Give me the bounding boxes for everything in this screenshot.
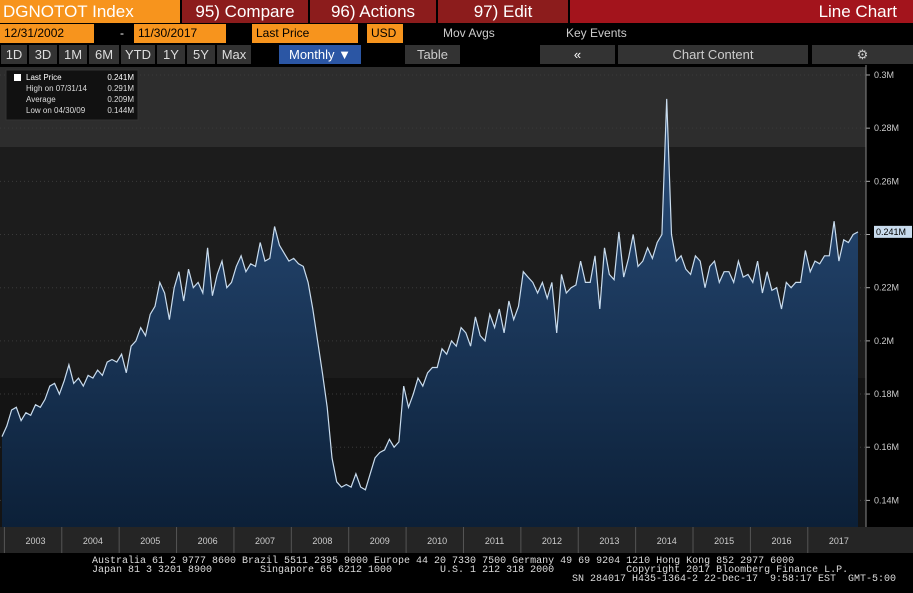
range-button[interactable]: YTD: [121, 45, 155, 64]
key-events[interactable]: Key Events: [566, 26, 627, 40]
y-tick-label: 0.22M: [874, 283, 899, 293]
y-tick-label: 0.28M: [874, 123, 899, 133]
legend-value: 0.241M: [107, 73, 134, 82]
x-tick-label: 2017: [829, 536, 849, 546]
x-tick-label: 2013: [599, 536, 619, 546]
date-separator: -: [120, 26, 124, 40]
menu-edit[interactable]: 97) Edit: [438, 0, 568, 23]
last-tag-label: 0.241M: [876, 227, 906, 237]
legend-value: 0.291M: [107, 84, 134, 93]
legend-label: Average: [26, 95, 56, 104]
currency-select[interactable]: USD: [367, 24, 403, 43]
range-button[interactable]: 1Y: [157, 45, 185, 64]
range-button[interactable]: 6M: [89, 45, 119, 64]
plot-band: [0, 67, 866, 147]
right-axis-bg: [866, 65, 913, 527]
legend-value: 0.209M: [107, 95, 134, 104]
x-tick-label: 2016: [771, 536, 791, 546]
collapse-button[interactable]: «: [540, 45, 615, 64]
settings[interactable]: ⚙: [812, 45, 913, 64]
x-tick-label: 2011: [485, 536, 504, 546]
y-tick-label: 0.3M: [874, 70, 894, 80]
menu-compare[interactable]: 95) Compare: [182, 0, 308, 23]
legend-bg: [5, 69, 139, 121]
chart-content[interactable]: Chart Content: [618, 45, 808, 64]
x-tick-label: 2006: [198, 536, 218, 546]
legend-label: High on 07/31/14: [26, 84, 87, 93]
x-tick-label: 2012: [542, 536, 562, 546]
x-tick-label: 2003: [25, 536, 45, 546]
ticker: DGNOTOT Index: [0, 0, 180, 23]
range-button[interactable]: 3D: [29, 45, 57, 64]
x-tick-label: 2007: [255, 536, 275, 546]
x-tick-label: 2010: [427, 536, 447, 546]
menu-actions[interactable]: 96) Actions: [310, 0, 436, 23]
last-tag: [874, 225, 912, 238]
y-tick-label: 0.16M: [874, 442, 899, 452]
legend-swatch: [14, 74, 21, 81]
legend-label: Last Price: [26, 73, 62, 82]
range-button[interactable]: 1M: [59, 45, 87, 64]
table-button[interactable]: Table: [405, 45, 460, 64]
end-date[interactable]: 11/30/2017: [134, 24, 226, 43]
range-button[interactable]: 1D: [1, 45, 27, 64]
range-button[interactable]: Max: [217, 45, 251, 64]
start-date[interactable]: 12/31/2002: [0, 24, 94, 43]
y-tick-label: 0.26M: [874, 176, 899, 186]
x-tick-label: 2009: [370, 536, 390, 546]
period-select[interactable]: Monthly ▼: [279, 45, 361, 64]
legend-label: Low on 04/30/09: [26, 106, 86, 115]
field-select[interactable]: Last Price: [252, 24, 358, 43]
view-name: Line Chart: [570, 0, 913, 23]
footer-line: Japan 81 3 3201 8900 Singapore 65 6212 1…: [92, 565, 849, 576]
area: [2, 98, 858, 528]
y-tick-label: 0.2M: [874, 336, 894, 346]
x-tick-label: 2008: [312, 536, 332, 546]
mov-avgs[interactable]: Mov Avgs: [443, 26, 495, 40]
axis-bg: [0, 527, 913, 553]
line: [1, 98, 859, 491]
x-tick-label: 2005: [140, 536, 160, 546]
y-tick-label: 0.14M: [874, 495, 899, 505]
footer-line: Australia 61 2 9777 8600 Brazil 5511 239…: [92, 556, 795, 567]
y-tick-label: 0.18M: [874, 389, 899, 399]
range-button[interactable]: 5Y: [187, 45, 215, 64]
chart: 0.14M0.16M0.18M0.2M0.22M0.24M0.26M0.28M0…: [0, 65, 913, 553]
x-tick-label: 2015: [714, 536, 734, 546]
legend-value: 0.144M: [107, 106, 134, 115]
footer-line: SN 284017 H435-1364-2 22-Dec-17 9:58:17 …: [572, 574, 897, 585]
x-tick-label: 2014: [657, 536, 677, 546]
x-tick-label: 2004: [83, 536, 103, 546]
